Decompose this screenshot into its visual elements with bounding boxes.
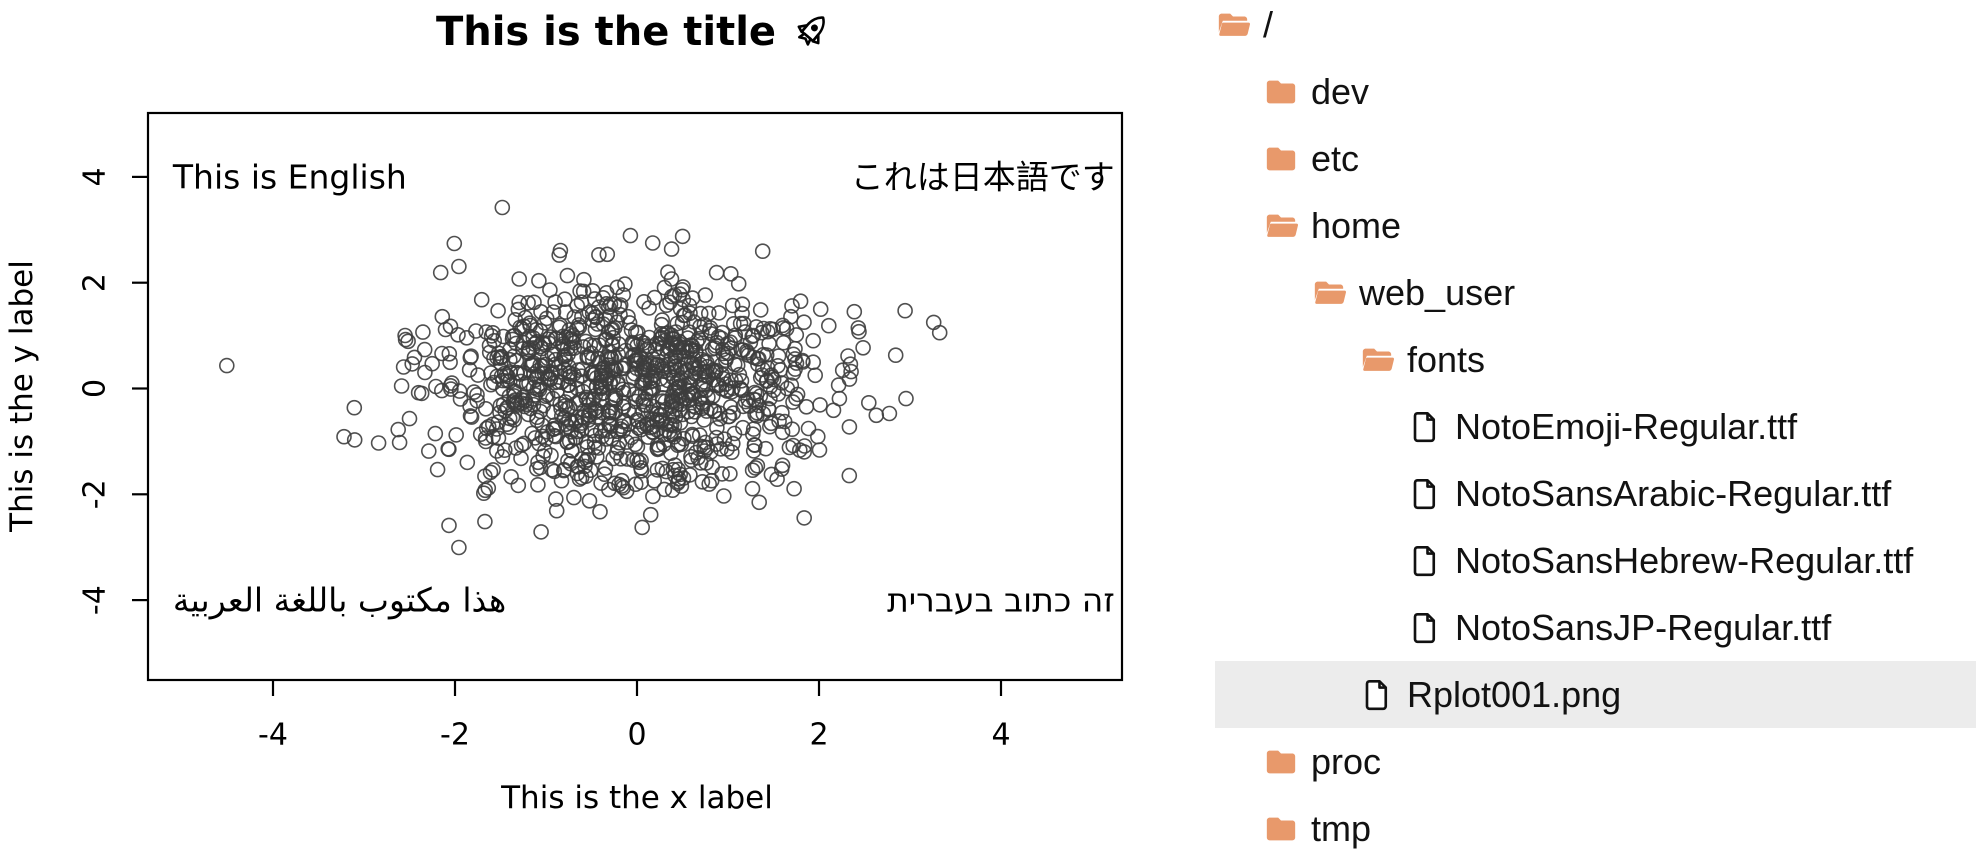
annotation-ar: هذا مكتوب باللغة العربية <box>173 581 506 620</box>
tree-item-[interactable]: / <box>1215 0 1976 58</box>
tree-item-dev[interactable]: dev <box>1215 58 1976 125</box>
tree-item-notosansarabic-regular-ttf[interactable]: NotoSansArabic-Regular.ttf <box>1215 460 1976 527</box>
y-tick-label: -2 <box>78 479 113 509</box>
y-axis-label: This is the y label <box>4 260 40 533</box>
tree-item-notosansjp-regular-ttf[interactable]: NotoSansJP-Regular.ttf <box>1215 594 1976 661</box>
y-tick-label: 0 <box>78 379 113 398</box>
tree-item-label: NotoSansHebrew-Regular.ttf <box>1455 539 1914 581</box>
folder-icon <box>1263 811 1299 847</box>
x-tick-label: 0 <box>627 718 646 753</box>
tree-item-label: home <box>1311 204 1402 246</box>
annotation-en: This is English <box>172 157 407 196</box>
y-tick-label: -4 <box>78 585 113 615</box>
plot-title-row: This is the title <box>148 6 1122 58</box>
y-tick-label: 2 <box>78 273 113 292</box>
file-tree: / dev etc home web_user fonts NotoEmoji-Re… <box>1215 0 1976 857</box>
tree-item-label: NotoSansArabic-Regular.ttf <box>1455 472 1892 514</box>
tree-item-label: NotoSansJP-Regular.ttf <box>1455 606 1832 648</box>
tree-item-etc[interactable]: etc <box>1215 125 1976 192</box>
tree-item-label: NotoEmoji-Regular.ttf <box>1455 405 1798 447</box>
folder-open-icon <box>1359 342 1395 378</box>
y-axis-ticks: -4 -2 0 2 4 <box>78 167 148 615</box>
y-tick-label: 4 <box>78 167 113 186</box>
folder-icon <box>1263 744 1299 780</box>
annotation-he: זה כתוב בעברית <box>887 581 1115 620</box>
x-tick-label: 4 <box>991 718 1010 753</box>
plot-title: This is the title <box>435 9 777 55</box>
scatter-points <box>219 199 948 556</box>
x-axis-label: This is the x label <box>500 780 773 816</box>
plot-annotations: This is English これは日本語です هذا مكتوب باللغة … <box>172 157 1115 619</box>
tree-item-notoemoji-regular-ttf[interactable]: NotoEmoji-Regular.ttf <box>1215 393 1976 460</box>
x-axis-ticks: -4 -2 0 2 4 <box>258 680 1011 753</box>
tree-item-label: dev <box>1311 70 1370 112</box>
file-icon <box>1407 476 1443 512</box>
tree-item-proc[interactable]: proc <box>1215 728 1976 795</box>
tree-item-label: fonts <box>1407 338 1486 380</box>
x-tick-label: -2 <box>440 718 470 753</box>
file-icon <box>1407 543 1443 579</box>
file-icon <box>1407 409 1443 445</box>
tree-item-fonts[interactable]: fonts <box>1215 326 1976 393</box>
tree-item-label: proc <box>1311 740 1382 782</box>
annotation-ja: これは日本語です <box>851 157 1115 196</box>
file-icon <box>1407 610 1443 646</box>
file-icon <box>1359 677 1395 713</box>
tree-item-label: web_user <box>1359 271 1516 313</box>
tree-item-notosanshebrew-regular-ttf[interactable]: NotoSansHebrew-Regular.ttf <box>1215 527 1976 594</box>
plot-box <box>146 111 1124 682</box>
x-tick-label: 2 <box>809 718 828 753</box>
tree-item-web-user[interactable]: web_user <box>1215 259 1976 326</box>
tree-item-tmp[interactable]: tmp <box>1215 795 1976 857</box>
folder-icon <box>1263 74 1299 110</box>
rocket-emoji-icon <box>797 16 825 46</box>
tree-item-label: / <box>1263 3 1274 45</box>
folder-open-icon <box>1263 208 1299 244</box>
folder-open-icon <box>1311 275 1347 311</box>
tree-item-label: Rplot001.png <box>1407 673 1622 715</box>
tree-item-rplot001-png[interactable]: Rplot001.png <box>1215 661 1976 728</box>
tree-item-label: tmp <box>1311 807 1372 849</box>
r-plot-pane: This is the title -4 -2 0 2 4 -4 -2 0 2 4 This i… <box>4 6 1124 816</box>
folder-icon <box>1263 141 1299 177</box>
x-tick-label: -4 <box>258 718 288 753</box>
scatter-plot-svg: -4 -2 0 2 4 -4 -2 0 2 4 This is English これは日本語です ه… <box>4 111 1124 816</box>
tree-item-label: etc <box>1311 137 1360 179</box>
tree-item-home[interactable]: home <box>1215 192 1976 259</box>
folder-open-icon <box>1215 7 1251 43</box>
